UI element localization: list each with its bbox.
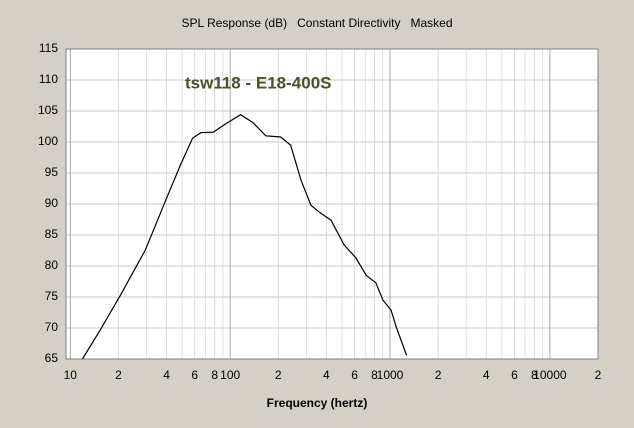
y-tick-label: 105 — [38, 103, 58, 117]
chart-title: SPL Response (dB) Constant Directivity M… — [182, 16, 453, 30]
y-tick-label: 75 — [45, 289, 59, 303]
x-tick-label: 2 — [595, 368, 602, 382]
y-tick-label: 95 — [45, 165, 59, 179]
x-tick-label: 6 — [511, 368, 518, 382]
annotation: tsw118 - E18-400S — [185, 73, 331, 92]
x-tick-label: 4 — [483, 368, 490, 382]
x-tick-label: 4 — [163, 368, 170, 382]
y-tick-label: 115 — [39, 41, 58, 55]
x-tick-label: 10 — [64, 368, 78, 382]
x-tick-label: 8 — [211, 368, 218, 382]
y-tick-label: 70 — [45, 320, 59, 334]
y-tick-label: 65 — [45, 351, 59, 365]
y-tick-label: 110 — [39, 72, 58, 86]
x-tick-label: 2 — [275, 368, 282, 382]
x-tick-label: 1000 — [377, 368, 404, 382]
x-tick-label: 6 — [351, 368, 358, 382]
y-tick-label: 80 — [45, 258, 59, 272]
x-tick-label: 8 — [531, 368, 538, 382]
x-tick-label: 2 — [435, 368, 442, 382]
x-tick-label: 2 — [115, 368, 122, 382]
x-tick-label: 6 — [191, 368, 198, 382]
x-tick-label: 4 — [323, 368, 330, 382]
y-tick-label: 90 — [45, 196, 59, 210]
x-tick-label: 8 — [371, 368, 378, 382]
y-tick-label: 100 — [38, 134, 58, 148]
y-tick-label: 85 — [45, 227, 59, 241]
response-curve — [81, 113, 408, 360]
x-tick-label: 100 — [220, 368, 240, 382]
x-axis-label: Frequency (hertz) — [267, 396, 368, 410]
x-tick-label: 10000 — [533, 368, 567, 382]
plot-border — [65, 48, 599, 360]
